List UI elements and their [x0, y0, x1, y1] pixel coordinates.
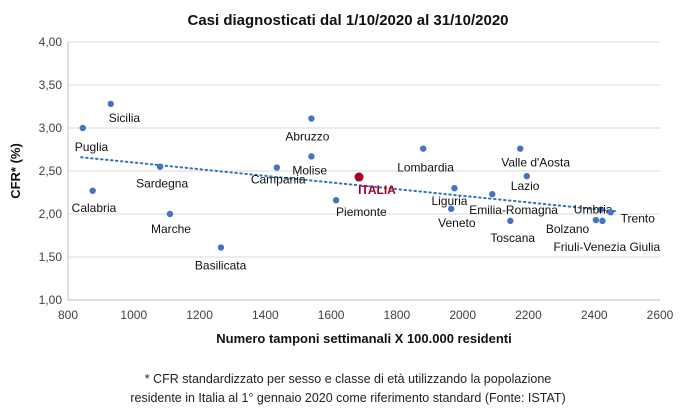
scatter-plot: 1,00 1,50 2,00 2,50 3,00 3,50 4,00 800 1000 1200 1…: [8, 35, 674, 346]
point-sicilia: [107, 100, 114, 108]
point-campania: [273, 164, 281, 171]
y-tick-label: 2,00: [39, 207, 63, 221]
x-tick-label: 1000: [120, 308, 147, 322]
y-tick-label: 2,50: [39, 164, 63, 178]
y-tick-label: 1,50: [39, 250, 63, 264]
point-calabria: [89, 187, 96, 194]
point-label-puglia: Puglia: [75, 140, 109, 154]
point-label-sicilia: Sicilia: [109, 111, 141, 125]
point-piemonte: [332, 197, 340, 204]
point-label-bolzano: Bolzano: [546, 222, 590, 236]
point-label-toscana: Toscana: [490, 231, 535, 245]
y-axis-title: CFR* (%): [8, 143, 23, 199]
point-emilia-romagna: [489, 191, 496, 198]
point-label-basilicata: Basilicata: [195, 259, 247, 273]
point-label-calabria: Calabria: [72, 201, 117, 215]
y-tick-label: 4,00: [39, 35, 63, 49]
point-label-piemonte: Piemonte: [336, 205, 387, 219]
point-veneto: [447, 205, 455, 213]
footnote-line-2: residente in Italia al 1° gennaio 2020 c…: [130, 391, 566, 405]
footnote-line-1: * CFR standardizzato per sesso e classe …: [144, 372, 552, 386]
point-label-valle-d-aosta: Valle d'Aosta: [501, 156, 570, 170]
x-tick-label: 1800: [384, 308, 411, 322]
x-tick-label: 1600: [318, 308, 345, 322]
point-abruzzo: [308, 115, 315, 122]
point-liguria: [451, 185, 458, 192]
point-italia: [354, 172, 364, 182]
point-marche: [166, 210, 174, 218]
point-label-veneto: Veneto: [438, 216, 476, 230]
x-tick-label: 1400: [252, 308, 279, 322]
point-label-marche: Marche: [151, 222, 191, 236]
y-tick-label: 3,00: [39, 121, 63, 135]
y-tick-label: 1,00: [39, 293, 63, 307]
point-label-campania: Campania: [251, 173, 306, 187]
point-label-molise: Molise: [292, 163, 327, 177]
point-puglia: [79, 124, 87, 132]
point-label-trento: Trento: [621, 211, 656, 225]
chart-title: Casi diagnosticati dal 1/10/2020 al 31/1…: [187, 12, 509, 29]
point-label-lombardia: Lombardia: [397, 161, 454, 175]
footnote: * CFR standardizzato per sesso e classe …: [0, 370, 696, 408]
x-tick-label: 2200: [515, 308, 542, 322]
x-tick-label: 2000: [449, 308, 476, 322]
y-tick-label: 3,50: [39, 78, 63, 92]
point-umbria: [597, 206, 604, 213]
point-bolzano: [592, 216, 600, 224]
point-molise: [308, 153, 315, 160]
point-label-sardegna: Sardegna: [136, 177, 188, 191]
point-label-abruzzo: Abruzzo: [285, 130, 329, 144]
point-lazio: [523, 172, 530, 180]
point-trento: [607, 209, 614, 216]
x-axis-title: Numero tamponi settimanali X 100.000 res…: [216, 331, 512, 346]
point-toscana: [507, 217, 514, 225]
point-label-liguria: Liguria: [431, 194, 467, 208]
point-sardegna: [156, 163, 164, 170]
point-label-friuli-venezia-giulia: Friuli-Venezia Giulia: [553, 240, 660, 254]
x-tick-label: 2400: [581, 308, 608, 322]
point-label-emilia-romagna: Emilia-Romagna: [469, 203, 558, 217]
point-basilicata: [217, 244, 225, 251]
point-lombardia: [420, 145, 427, 152]
point-label-lazio: Lazio: [511, 179, 540, 193]
x-tick-label: 2600: [647, 308, 674, 322]
trendline: [80, 156, 619, 213]
point-valle-d-aosta: [517, 145, 524, 152]
point-friuli-venezia-giulia: [599, 217, 606, 225]
x-tick-label: 1200: [186, 308, 213, 322]
point-label-italia: ITALIA: [358, 183, 396, 197]
x-tick-label: 800: [58, 308, 78, 322]
point-label-umbria: Umbria: [574, 203, 613, 217]
